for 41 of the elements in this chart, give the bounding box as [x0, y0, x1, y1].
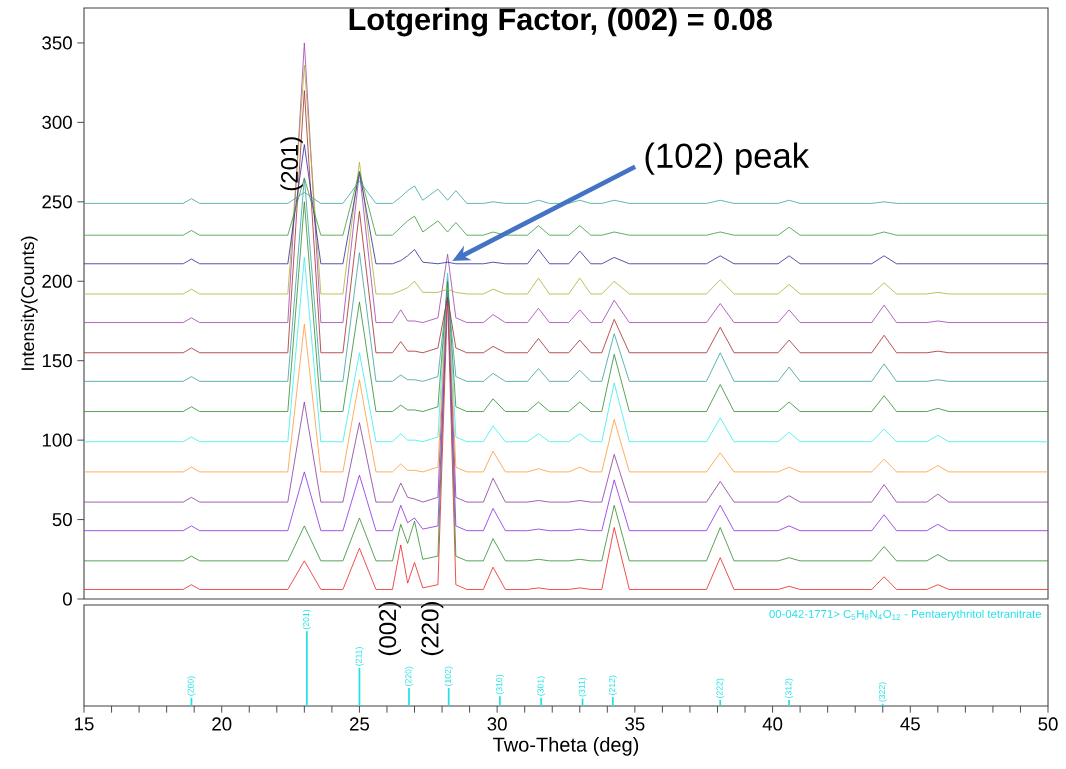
- y-tick-label: 50: [52, 512, 72, 527]
- annotation: (211): [355, 647, 364, 666]
- annotation: (200): [187, 676, 196, 696]
- annotation: (220): [404, 666, 414, 686]
- text: 00-042-1771> C$_{5}$H$_{8}$N$_{4}$O$_{12}$ - Pentaerythritol tetranitrate: [769, 609, 1042, 621]
- annotation: (220): [420, 602, 444, 656]
- annotation: (201): [302, 609, 311, 630]
- annotation: (201): [280, 137, 303, 191]
- annotation: (312): [785, 678, 794, 698]
- line-series: [83, 42, 1049, 323]
- line-series: [83, 257, 1049, 443]
- line-series: [83, 64, 1049, 295]
- annotation: (311): [578, 677, 587, 697]
- x-tick-label: 40: [762, 717, 783, 731]
- annotation: (222): [716, 678, 725, 698]
- x-tick-label: 15: [75, 717, 94, 731]
- y-tick-label: 250: [42, 195, 72, 209]
- x-tick-label: 20: [212, 717, 232, 731]
- line-series: [83, 90, 1049, 354]
- y-tick-label: 100: [42, 433, 72, 447]
- x-tick-label: 30: [487, 717, 507, 731]
- y-tick-label: 0: [62, 592, 72, 606]
- x-tick-label: 25: [350, 717, 370, 731]
- y-tick-label: 200: [42, 274, 72, 288]
- chart-title: Lotgering Factor, (002) = 0.08: [349, 7, 772, 37]
- x-tick-label: 50: [1038, 717, 1058, 731]
- annotation: (102) peak: [645, 142, 810, 175]
- y-axis-title: Intensity(Counts): [20, 236, 38, 370]
- annotation: (301): [537, 676, 546, 696]
- x-tick-label: 45: [900, 717, 920, 731]
- x-axis-title: Two-Theta (deg): [493, 737, 639, 756]
- x-tick-label: 35: [625, 717, 645, 731]
- annotation: (212): [608, 675, 617, 695]
- line-series: [83, 201, 1049, 412]
- annotation: (102): [444, 666, 453, 686]
- annotation: (002): [378, 602, 401, 656]
- y-tick-label: 350: [42, 36, 72, 50]
- annotation: (310): [495, 674, 504, 695]
- annotation: (322): [878, 682, 887, 702]
- y-tick-label: 150: [42, 354, 72, 368]
- y-tick-label: 300: [42, 115, 72, 129]
